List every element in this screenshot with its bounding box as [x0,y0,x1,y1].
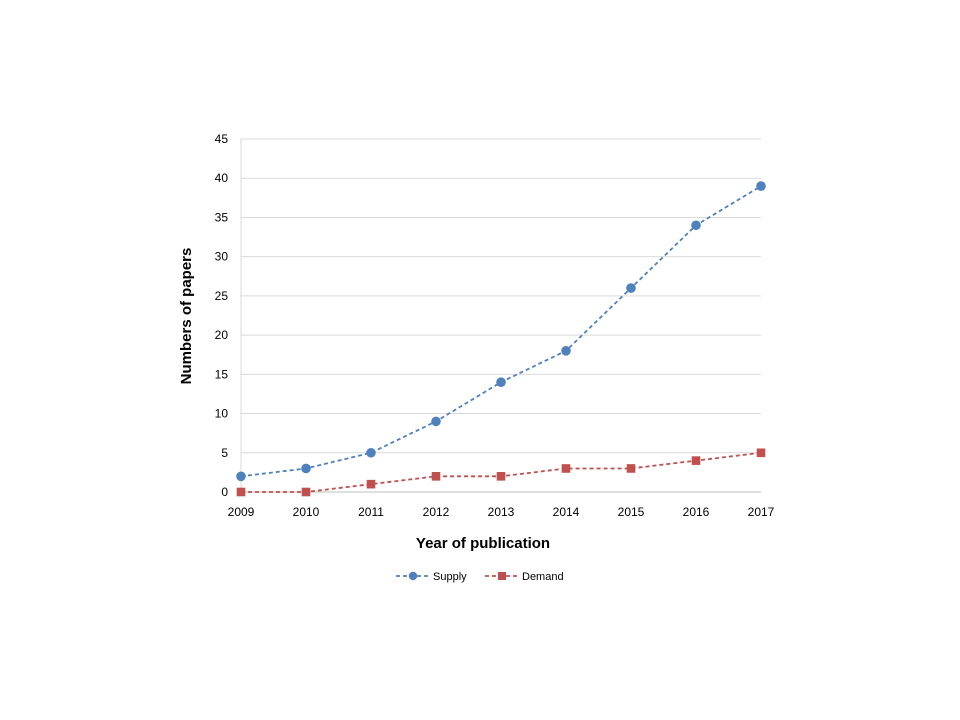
y-tick-label: 0 [221,485,228,499]
data-point-supply [496,377,506,387]
y-tick-label: 5 [221,446,228,460]
legend: Supply Demand [396,571,564,583]
x-tick-label: 2011 [358,505,384,519]
x-tick-label: 2016 [683,505,710,519]
data-point-supply [561,346,571,356]
x-axis-title: Year of publication [416,535,550,552]
x-tick-label: 2015 [618,505,645,519]
series-supply [236,181,766,482]
data-point-supply [366,447,376,458]
y-tick-label: 20 [215,328,229,342]
data-point-supply [301,463,311,474]
y-tick-label: 10 [215,407,229,421]
y-tick-label: 15 [215,367,229,381]
data-point-demand [496,472,506,481]
x-tick-label: 2010 [293,505,320,519]
data-point-demand [366,479,376,489]
x-tick-label: 2014 [553,505,580,519]
x-tick-labels: 2009 2010 2011 2012 2013 2014 2015 2016 2017 [228,505,775,519]
y-tick-label: 40 [215,171,229,185]
x-tick-label: 2013 [488,505,515,519]
legend-marker [408,571,418,581]
series-line-supply [240,185,762,478]
legend-item-supply: Supply [396,571,467,583]
data-point-demand [236,487,246,497]
y-axis-title: Numbers of papers [178,248,195,385]
data-point-demand [301,487,311,497]
gridlines [241,138,761,454]
data-point-demand [431,472,441,481]
series-demand [236,448,766,497]
data-point-demand [561,464,571,473]
data-point-supply [691,220,701,231]
legend-label: Demand [522,571,564,583]
data-point-demand [691,456,701,465]
data-point-demand [756,448,766,458]
y-tick-labels: 0 5 10 15 20 25 30 35 40 45 [215,132,229,499]
y-tick-label: 45 [215,132,229,146]
legend-item-demand: Demand [485,571,564,583]
data-point-demand [626,464,636,473]
legend-label: Supply [433,571,467,583]
data-point-supply [431,416,441,427]
x-tick-label: 2009 [228,505,255,519]
legend-marker [498,572,506,580]
x-tick-label: 2017 [748,505,775,519]
axes [240,139,761,493]
data-point-supply [756,181,766,191]
data-point-supply [236,471,246,482]
series [236,181,766,497]
y-tick-label: 30 [215,250,229,264]
x-tick-label: 2012 [423,505,450,519]
y-tick-label: 25 [215,289,229,303]
data-point-supply [626,283,636,293]
y-tick-label: 35 [215,210,229,224]
